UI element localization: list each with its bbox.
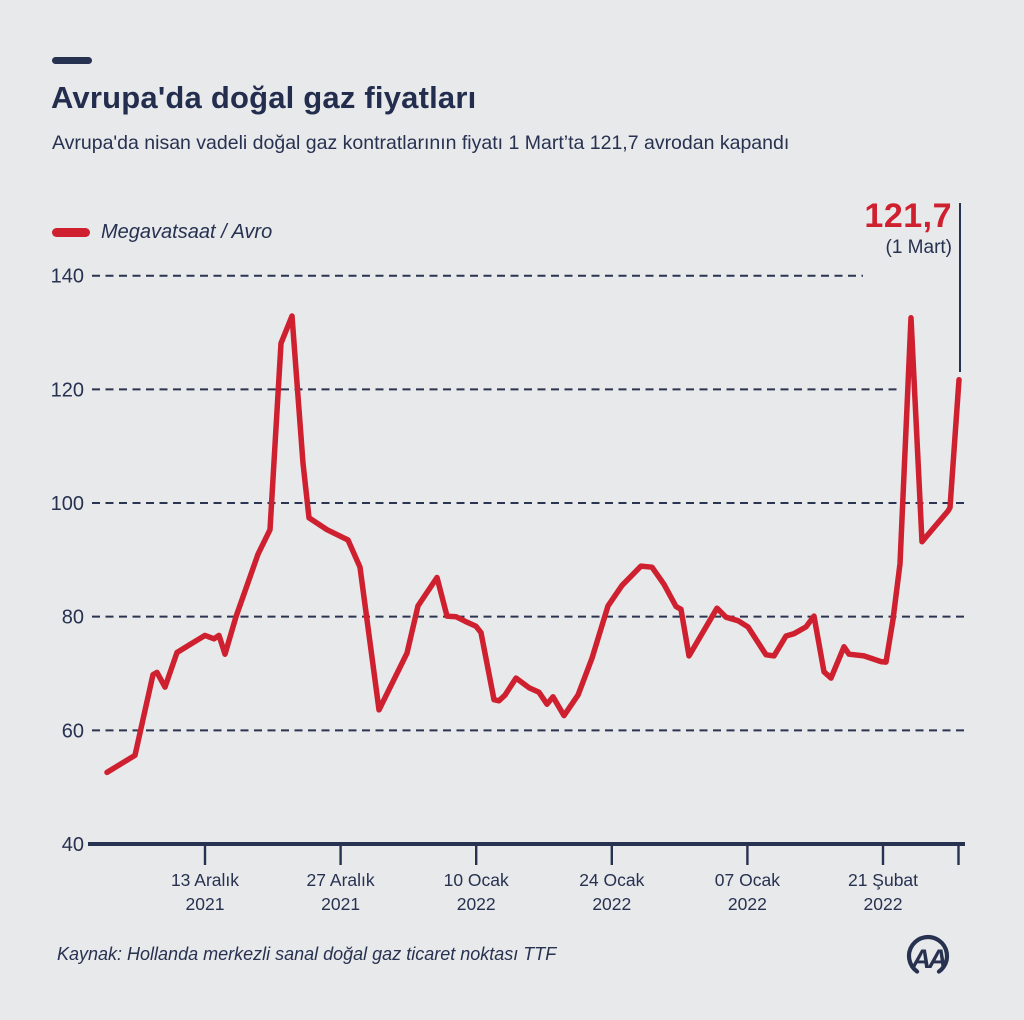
x-axis-label-0: 13 Aralık 2021 — [171, 870, 239, 914]
x-axis-label-2: 10 Ocak 2022 — [444, 870, 509, 914]
page-title: Avrupa'da doğal gaz fiyatları — [51, 80, 477, 115]
legend: Megavatsaat / Avro — [52, 221, 272, 244]
last-value-annotation: 121,7 (1 Mart) — [864, 197, 953, 259]
y-axis-label-100: 100 — [51, 493, 84, 515]
x-axis-label-5: 21 Şubat 2022 — [848, 870, 918, 914]
x-axis-label-4: 07 Ocak 2022 — [715, 870, 780, 914]
y-axis-label-140: 140 — [51, 266, 84, 288]
legend-line-swatch — [52, 228, 90, 237]
title-accent-dash — [52, 57, 92, 64]
x-axis-label-3: 24 Ocak 2022 — [579, 870, 644, 914]
last-value-label: 121,7 — [864, 197, 952, 235]
y-axis-label-80: 80 — [62, 607, 84, 629]
y-axis-label-120: 120 — [51, 379, 84, 401]
legend-label: Megavatsaat / Avro — [101, 221, 273, 243]
source-note: Kaynak: Hollanda merkezli sanal doğal ga… — [57, 944, 557, 964]
aa-logo-letters: AA — [911, 944, 946, 974]
y-axis-label-60: 60 — [62, 720, 84, 742]
page-subtitle: Avrupa'da nisan vadeli doğal gaz kontrat… — [52, 132, 790, 154]
last-value-date: (1 Mart) — [885, 237, 953, 259]
y-axis-label-40: 40 — [62, 834, 84, 856]
price-line-series — [104, 313, 962, 776]
x-axis-label-1: 27 Aralık 2021 — [307, 870, 375, 914]
aa-agency-logo: AA — [906, 934, 950, 978]
aa-logo-arc — [906, 934, 950, 978]
